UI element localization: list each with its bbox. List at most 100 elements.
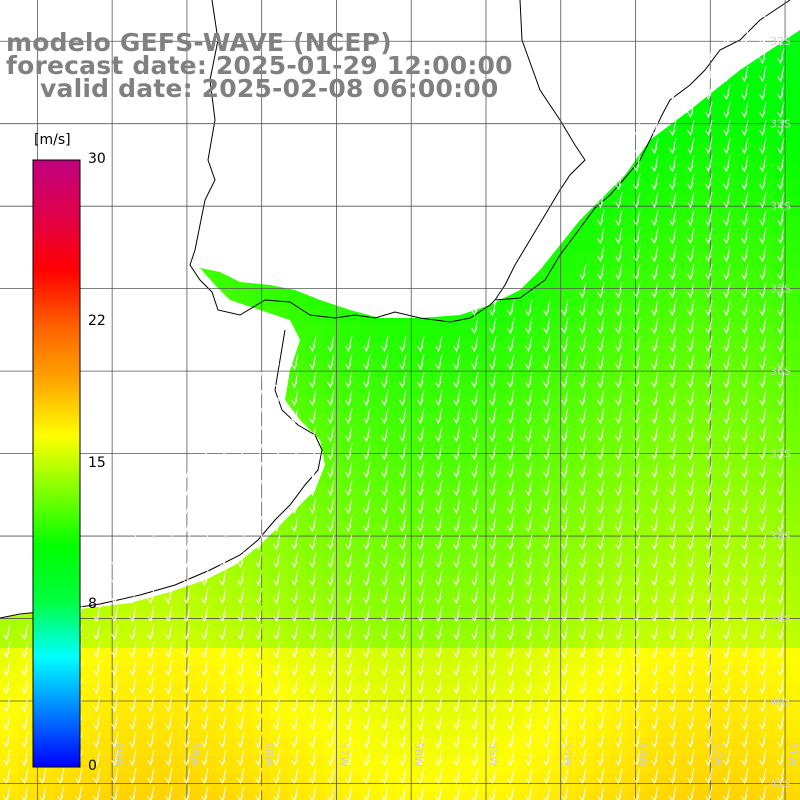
field-cell — [594, 684, 612, 702]
field-cell — [702, 450, 720, 468]
field-cell — [396, 612, 414, 630]
field-cell — [18, 756, 36, 774]
wind-arrow — [543, 605, 551, 622]
field-cell — [540, 432, 558, 450]
wind-arrow — [669, 785, 677, 800]
field-cell — [630, 414, 648, 432]
field-cell — [0, 666, 18, 684]
wind-arrow — [543, 641, 551, 658]
field-cell — [702, 720, 720, 738]
wind-arrow — [759, 389, 767, 406]
wind-arrow — [543, 497, 551, 514]
wind-arrow — [687, 479, 695, 496]
field-cell — [756, 270, 774, 288]
wind-arrow — [525, 677, 533, 694]
wind-arrow — [381, 335, 389, 352]
wind-arrow — [669, 299, 677, 316]
wind-arrow — [507, 749, 515, 766]
field-cell — [774, 486, 792, 504]
wind-arrow — [777, 407, 785, 424]
wind-arrow — [93, 785, 101, 800]
wind-arrow — [111, 551, 119, 568]
field-cell — [576, 288, 594, 306]
field-cell — [504, 684, 522, 702]
field-cell — [504, 432, 522, 450]
wind-arrow — [777, 677, 785, 694]
wind-arrow — [147, 641, 155, 658]
wind-arrow — [399, 713, 407, 730]
field-cell — [792, 108, 800, 126]
wind-arrow — [723, 695, 731, 712]
field-cell — [720, 702, 738, 720]
wind-arrow — [741, 47, 749, 64]
field-cell — [630, 684, 648, 702]
field-cell — [522, 576, 540, 594]
wind-arrow — [237, 479, 245, 496]
wind-arrow — [579, 335, 587, 352]
wind-arrow — [687, 101, 695, 118]
wind-arrow — [705, 83, 713, 100]
wind-arrow — [723, 227, 731, 244]
wind-arrow — [687, 767, 695, 784]
wind-arrow — [633, 137, 641, 154]
wind-arrow — [777, 533, 785, 550]
field-cell — [558, 360, 576, 378]
field-cell — [396, 432, 414, 450]
field-cell — [630, 306, 648, 324]
field-cell — [666, 414, 684, 432]
wind-arrow — [417, 749, 425, 766]
field-cell — [720, 252, 738, 270]
field-cell — [522, 666, 540, 684]
field-cell — [630, 468, 648, 486]
field-cell — [630, 432, 648, 450]
field-cell — [576, 414, 594, 432]
wind-arrow — [705, 137, 713, 154]
field-cell — [468, 648, 486, 666]
field-cell — [558, 594, 576, 612]
field-cell — [306, 648, 324, 666]
wind-arrow — [489, 695, 497, 712]
field-cell — [288, 720, 306, 738]
wind-arrow — [399, 515, 407, 532]
wind-arrow — [399, 479, 407, 496]
field-cell — [486, 396, 504, 414]
wind-arrow — [327, 443, 335, 460]
wind-arrow — [453, 659, 461, 676]
wind-arrow — [21, 713, 29, 730]
wind-arrow — [417, 767, 425, 784]
wind-arrow — [453, 641, 461, 658]
wind-arrow — [669, 191, 677, 208]
wind-arrow — [219, 569, 227, 586]
wind-arrow — [759, 47, 767, 64]
wind-arrow — [705, 263, 713, 280]
wind-arrow — [705, 191, 713, 208]
wind-arrow — [3, 767, 11, 784]
wind-arrow — [309, 353, 317, 370]
field-cell — [576, 756, 594, 774]
field-cell — [558, 486, 576, 504]
wind-arrow — [363, 533, 371, 550]
field-cell — [198, 594, 216, 612]
wind-arrow — [705, 731, 713, 748]
field-cell — [126, 702, 144, 720]
field-cell — [378, 468, 396, 486]
wind-arrow — [741, 461, 749, 478]
field-cell — [342, 324, 360, 342]
wind-arrow — [201, 551, 209, 568]
wind-arrow — [597, 479, 605, 496]
field-cell — [684, 342, 702, 360]
field-cell — [612, 342, 630, 360]
field-cell — [720, 234, 738, 252]
wind-arrow — [237, 389, 245, 406]
wind-arrow — [777, 713, 785, 730]
wind-arrow — [543, 353, 551, 370]
wind-arrow — [435, 695, 443, 712]
wind-arrow — [651, 137, 659, 154]
field-cell — [252, 774, 270, 792]
wind-arrow — [435, 533, 443, 550]
wind-arrow — [21, 695, 29, 712]
latitude-label: 32S — [770, 35, 791, 48]
wind-arrow — [3, 659, 11, 676]
field-cell — [540, 396, 558, 414]
wind-arrow — [327, 695, 335, 712]
